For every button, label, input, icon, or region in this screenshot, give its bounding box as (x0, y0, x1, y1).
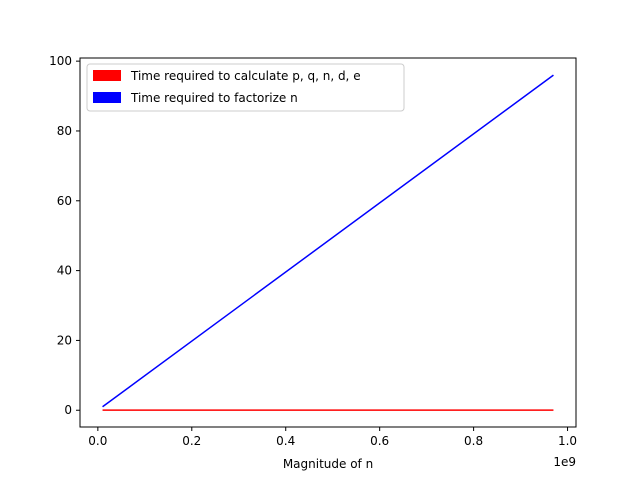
legend-label-calculate: Time required to calculate p, q, n, d, e (130, 69, 361, 83)
y-tick-label: 100 (49, 54, 72, 68)
x-tick-label: 0.4 (276, 434, 295, 448)
y-tick-label: 0 (64, 403, 72, 417)
legend-swatch-calculate (93, 70, 121, 81)
legend-label-factorize: Time required to factorize n (130, 91, 298, 105)
y-tick-label: 80 (57, 124, 72, 138)
x-axis-offset-label: 1e9 (553, 455, 576, 469)
x-tick-label: 0.2 (182, 434, 201, 448)
y-axis-ticks: 0 20 40 60 80 100 (49, 54, 80, 417)
series-line-factorize (102, 74, 554, 408)
legend-box (86, 63, 405, 112)
legend: Time required to calculate p, q, n, d, e… (86, 63, 405, 112)
plot-frame (79, 57, 577, 428)
y-tick-label: 20 (57, 333, 72, 347)
x-axis-label: Magnitude of n (283, 457, 373, 471)
x-axis-ticks: 0.0 0.2 0.4 0.6 0.8 1.0 (88, 427, 577, 448)
x-tick-label: 0.6 (370, 434, 389, 448)
y-tick-label: 60 (57, 194, 72, 208)
x-tick-label: 0.8 (464, 434, 483, 448)
x-tick-label: 1.0 (558, 434, 577, 448)
legend-swatch-factorize (93, 92, 121, 103)
plot-series (102, 74, 554, 411)
x-tick-label: 0.0 (88, 434, 107, 448)
y-tick-label: 40 (57, 264, 72, 278)
